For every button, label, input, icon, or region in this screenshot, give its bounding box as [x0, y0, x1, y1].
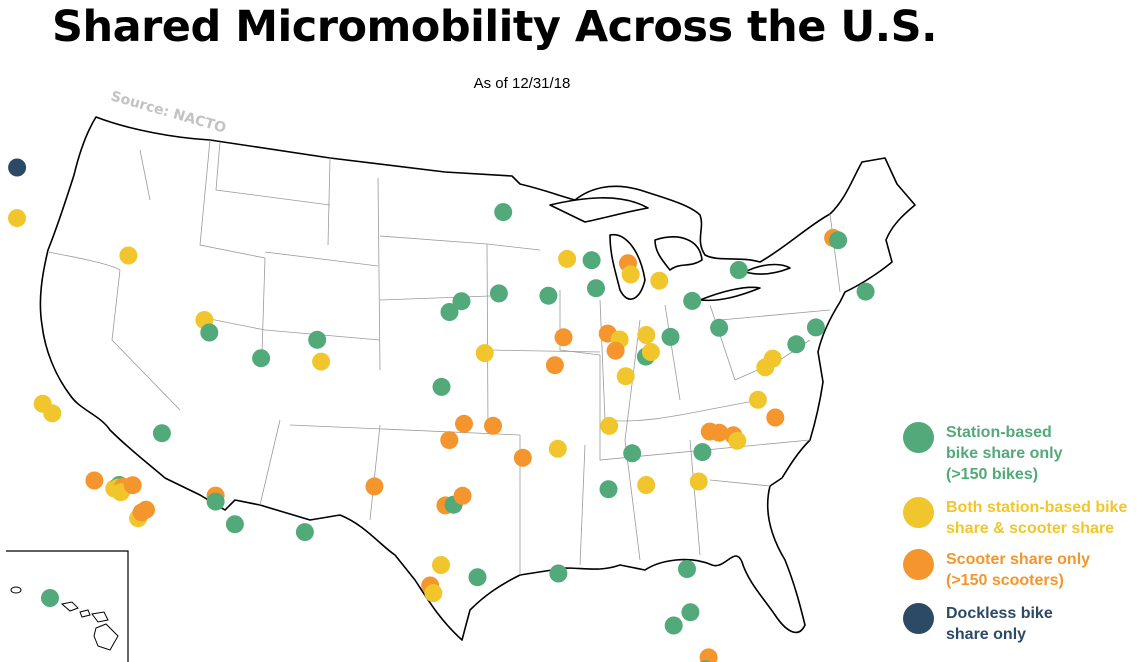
marker-scooter-46 [554, 328, 573, 347]
marker-both-53 [616, 367, 635, 386]
marker-both-67 [637, 476, 656, 494]
hawaii-inset [6, 550, 129, 662]
marker-station-60 [729, 261, 748, 279]
marker-station-27 [452, 292, 471, 311]
marker-scooter-72 [699, 648, 718, 662]
marker-station-66 [599, 480, 618, 499]
marker-station-87 [806, 318, 825, 337]
marker-station-44 [539, 286, 558, 305]
marker-both-2 [119, 246, 138, 265]
legend-dockless-dot [903, 603, 934, 634]
map-subtitle: As of 12/31/18 [473, 75, 571, 92]
legend-station: Station-based bike share only (>150 bikes) [903, 422, 1148, 485]
marker-station-45 [587, 279, 605, 298]
marker-station-3 [494, 203, 513, 222]
marker-station-26 [295, 523, 314, 542]
marker-scooter-13 [85, 471, 104, 490]
marker-station-9 [252, 349, 271, 368]
marker-both-54 [637, 326, 656, 344]
legend-both: Both station-based bike share & scooter s… [903, 497, 1148, 539]
marker-both-11 [43, 404, 62, 423]
legend-station-dot [903, 422, 934, 453]
marker-station-7 [308, 330, 327, 349]
marker-station-91 [41, 589, 59, 607]
legend-station-label: Station-based bike share only (>150 bikes) [946, 424, 1063, 483]
marker-scooter-32 [440, 431, 459, 450]
marker-both-39 [432, 556, 450, 574]
marker-both-31 [475, 344, 494, 363]
marker-both-41 [424, 584, 443, 603]
marker-scooter-47 [545, 356, 564, 375]
marker-scooter-64 [513, 448, 532, 467]
marker-station-12 [152, 424, 171, 443]
marker-station-65 [623, 444, 642, 463]
marker-station-24 [206, 492, 225, 511]
marker-scooter-82 [766, 408, 785, 427]
marker-station-43 [582, 251, 601, 270]
marker-station-29 [489, 284, 508, 303]
marker-station-42 [468, 568, 487, 587]
legend-both-label: Both station-based bike share & scooter s… [946, 499, 1128, 537]
marker-station-6 [200, 323, 219, 342]
marker-station-86 [787, 335, 806, 354]
marker-both-63 [548, 439, 567, 458]
legend-scooter-label: Scooter share only (>150 scooters) [946, 551, 1091, 589]
marker-both-62 [600, 416, 619, 435]
marker-station-70 [681, 603, 700, 622]
marker-scooter-38 [453, 486, 472, 505]
marker-both-8 [312, 352, 331, 371]
marker-station-28 [440, 303, 459, 321]
marker-station-89 [829, 231, 848, 250]
marker-both-77 [689, 472, 708, 491]
marker-both-4 [558, 249, 577, 268]
marker-station-76 [693, 443, 712, 462]
state-borders [47, 139, 841, 575]
marker-scooter-35 [365, 477, 384, 496]
marker-both-81 [728, 431, 747, 450]
marker-station-90 [856, 282, 875, 301]
legend-dockless-label: Dockless bike share only [946, 605, 1053, 643]
marker-both-83 [748, 390, 767, 409]
marker-station-25 [225, 515, 244, 534]
marker-scooter-79 [710, 423, 729, 442]
marker-scooter-19 [123, 476, 142, 495]
marker-station-68 [678, 560, 696, 578]
marker-both-57 [650, 271, 669, 290]
marker-dockless-0 [8, 158, 27, 177]
legend-scooter: Scooter share only (>150 scooters) [903, 549, 1148, 591]
map-title: Shared Micromobility Across the U.S. [52, 2, 937, 52]
marker-scooter-50 [606, 341, 625, 360]
marker-station-69 [549, 564, 568, 583]
legend-scooter-dot [903, 549, 934, 580]
hawaii-islands [10, 586, 119, 651]
marker-station-71 [664, 616, 683, 635]
country-outline [39, 116, 916, 641]
marker-scooter-34 [484, 416, 502, 435]
marker-station-58 [683, 291, 702, 310]
marker-both-1 [8, 209, 26, 228]
legend-dockless: Dockless bike share only [903, 603, 1148, 645]
marker-station-61 [710, 318, 729, 337]
legend-both-dot [903, 497, 934, 528]
marker-scooter-33 [455, 414, 473, 433]
marker-scooter-22 [137, 500, 155, 519]
marker-station-59 [661, 327, 680, 346]
source-label: Source: NACTO [109, 88, 228, 136]
inset-frame [6, 550, 129, 662]
marker-both-56 [621, 265, 640, 284]
marker-both-52 [641, 343, 660, 361]
marker-station-30 [432, 377, 451, 396]
marker-both-85 [763, 349, 782, 368]
city-markers [8, 158, 875, 662]
